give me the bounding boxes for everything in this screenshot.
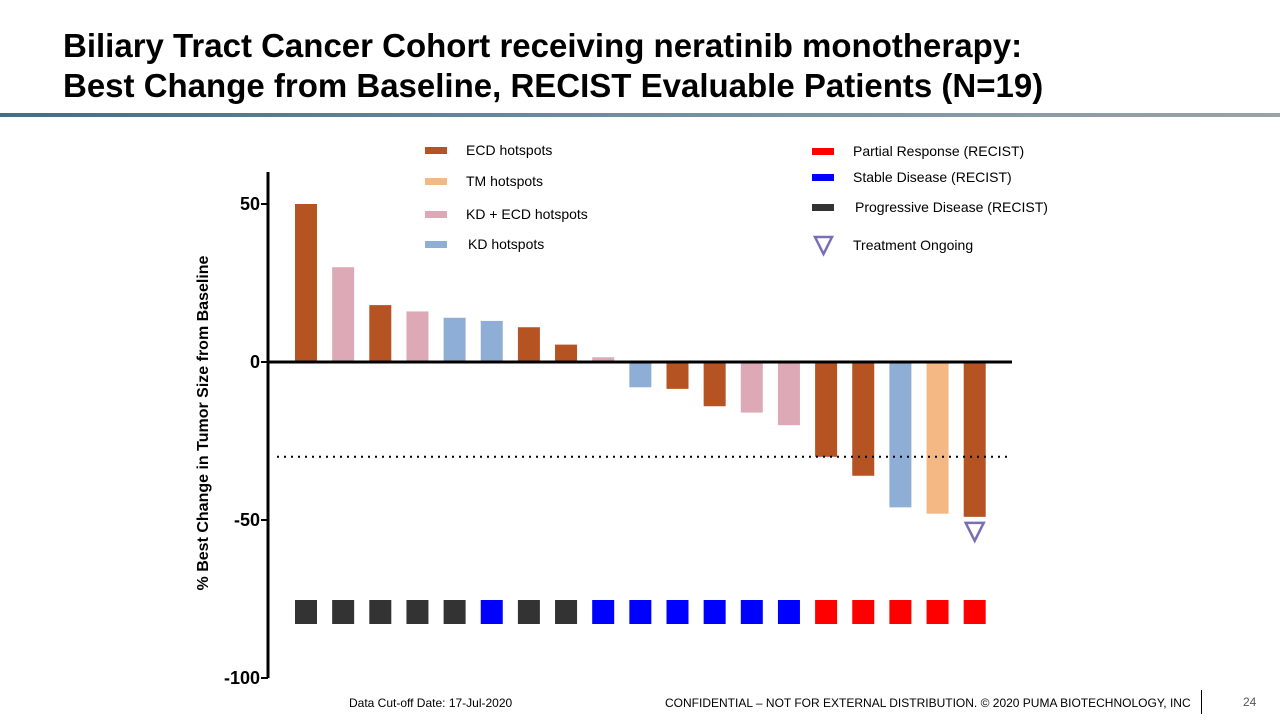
response-marker-pd <box>332 600 355 624</box>
legend-swatch-tm <box>425 178 447 185</box>
response-marker-pd <box>517 600 540 624</box>
y-tick-label: 0 <box>250 352 260 372</box>
legend-treatment-ongoing-icon <box>812 235 835 257</box>
waterfall-bar <box>889 362 912 508</box>
legend-swatch-ecd <box>425 147 447 154</box>
response-marker-pd <box>369 600 392 624</box>
response-marker-pd <box>443 600 466 624</box>
waterfall-bar <box>555 344 578 362</box>
waterfall-bar <box>852 362 875 476</box>
response-marker-pd <box>406 600 429 624</box>
response-marker-pr <box>926 600 949 624</box>
waterfall-bar <box>740 362 763 413</box>
waterfall-bar <box>592 357 615 362</box>
legend-swatch-kd <box>425 241 447 248</box>
legend-swatch-pd <box>812 204 834 211</box>
waterfall-bar <box>703 362 726 407</box>
legend-label: Partial Response (RECIST) <box>853 143 1024 159</box>
legend-label: Stable Disease (RECIST) <box>853 169 1012 185</box>
slide-title: Biliary Tract Cancer Cohort receiving ne… <box>63 26 1043 106</box>
legend-swatch-kdecd <box>425 211 447 218</box>
waterfall-bar <box>777 362 800 426</box>
waterfall-bar <box>517 327 540 362</box>
response-marker-pr <box>815 600 838 624</box>
y-tick-label: -100 <box>224 668 260 688</box>
waterfall-bar <box>369 305 392 362</box>
y-tick-label: -50 <box>234 510 260 530</box>
waterfall-bar <box>406 311 429 362</box>
y-axis-label: % Best Change in Tumor Size from Baselin… <box>195 255 212 590</box>
waterfall-bar <box>332 267 355 362</box>
legend-swatch-sd <box>812 174 834 181</box>
response-marker-sd <box>592 600 615 624</box>
response-marker-pr <box>852 600 875 624</box>
waterfall-bar <box>666 362 689 389</box>
legend-label: ECD hotspots <box>466 142 552 158</box>
title-line-2: Best Change from Baseline, RECIST Evalua… <box>63 67 1044 104</box>
response-marker-sd <box>703 600 726 624</box>
response-marker-sd <box>629 600 652 624</box>
waterfall-bar <box>443 317 466 362</box>
response-marker-sd <box>777 600 800 624</box>
response-marker-sd <box>480 600 503 624</box>
legend-swatch-pr <box>812 148 834 155</box>
y-tick-label: 50 <box>240 194 260 214</box>
response-marker-pr <box>963 600 986 624</box>
response-marker-sd <box>666 600 689 624</box>
legend-label: Progressive Disease (RECIST) <box>855 199 1048 215</box>
response-marker-pd <box>295 600 317 624</box>
treatment-ongoing-icon <box>963 521 986 544</box>
waterfall-bar <box>480 320 503 362</box>
legend-label: KD + ECD hotspots <box>466 206 588 222</box>
response-marker-pd <box>555 600 578 624</box>
legend-label: Treatment Ongoing <box>853 237 973 253</box>
title-line-1: Biliary Tract Cancer Cohort receiving ne… <box>63 27 1023 64</box>
waterfall-bar <box>295 204 317 362</box>
response-marker-sd <box>740 600 763 624</box>
data-cutoff-note: Data Cut-off Date: 17-Jul-2020 <box>349 696 513 710</box>
legend-label: TM hotspots <box>466 173 543 189</box>
waterfall-bar <box>815 362 838 457</box>
page-number: 24 <box>1243 695 1257 709</box>
waterfall-bar <box>963 362 986 517</box>
waterfall-bar <box>926 362 949 514</box>
title-divider <box>0 113 1280 117</box>
legend-label: KD hotspots <box>468 236 544 252</box>
response-marker-pr <box>889 600 912 624</box>
confidentiality-notice: CONFIDENTIAL – NOT FOR EXTERNAL DISTRIBU… <box>665 696 1191 710</box>
footer-divider <box>1201 690 1202 714</box>
waterfall-bar <box>629 362 652 388</box>
